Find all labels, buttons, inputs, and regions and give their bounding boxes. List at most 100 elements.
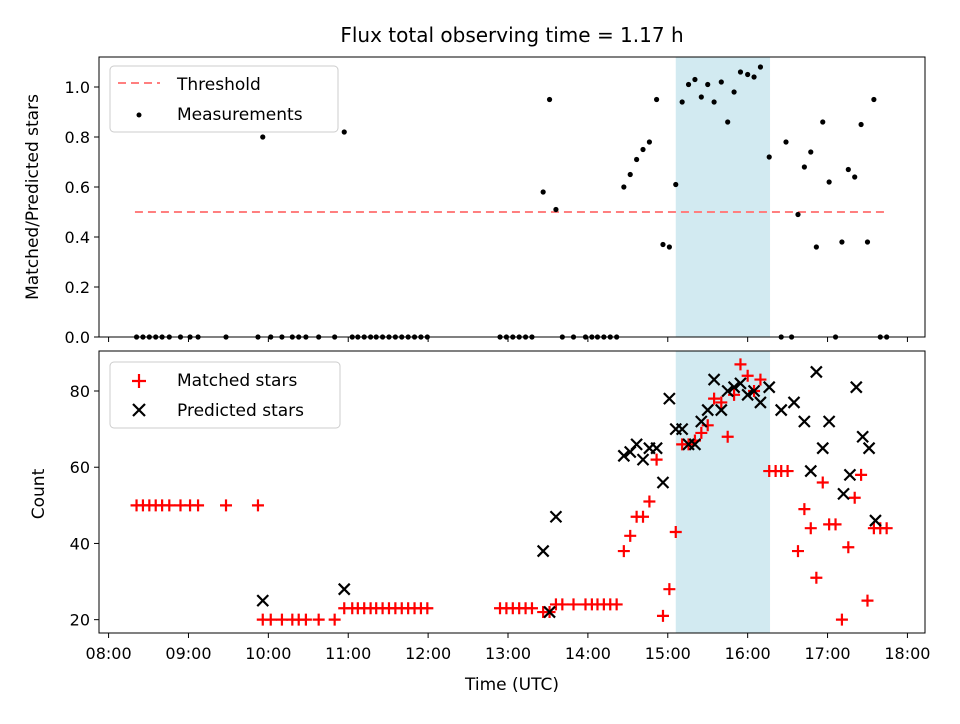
legend-predicted-swatch (132, 403, 146, 417)
matched-star-point (804, 522, 817, 535)
x-tick-label: 12:00 (405, 644, 451, 663)
observing-span-top (675, 57, 771, 337)
predicted-star-point (256, 594, 270, 607)
measurement-point (795, 211, 801, 218)
y-tick-label: 20 (70, 611, 90, 630)
predicted-star-point (816, 441, 830, 455)
measurement-point (813, 244, 819, 250)
matched-star-point (855, 468, 868, 481)
measurement-point (852, 174, 858, 180)
legend-matched-swatch (132, 374, 146, 388)
predicted-star-point (850, 380, 863, 394)
y-tick-label: 0.8 (65, 128, 90, 147)
measurement-point (673, 181, 679, 188)
measurement-point (718, 79, 724, 85)
measurement-point (725, 119, 731, 125)
predicted-star-point (695, 415, 708, 428)
matched-star-point (299, 613, 312, 626)
predicted-star-point (810, 365, 823, 379)
measurement-point (757, 64, 764, 70)
matched-star-point (163, 499, 176, 512)
matched-star-point (663, 583, 676, 596)
predicted-star-point (804, 464, 818, 478)
x-tick-label: 17:00 (804, 644, 850, 663)
top-y-ticks: 0.0 0.2 0.4 0.6 0.8 1.0 (65, 78, 99, 347)
matched-star-point (798, 503, 811, 516)
measurement-point (801, 164, 807, 170)
measurement-point (685, 81, 692, 88)
predicted-star-point (734, 377, 747, 390)
measurement-point (731, 89, 737, 95)
legend-threshold-label: Threshold (176, 75, 261, 95)
predicted-star-point (636, 453, 650, 466)
matched-star-point (734, 358, 747, 371)
legend-measurement-swatch (136, 112, 142, 118)
predicted-star-point (536, 544, 550, 558)
bottom-y-axis-label: Count (29, 468, 49, 519)
predicted-star-point (701, 403, 714, 417)
x-axis-label: Time (UTC) (464, 675, 559, 695)
x-tick-label: 13:00 (485, 644, 531, 663)
measurement-point (751, 74, 757, 80)
legend-measurement-label: Measurements (177, 105, 303, 125)
measurement-point (660, 241, 666, 248)
y-tick-label: 0.6 (65, 178, 90, 197)
matched-star-point (650, 453, 663, 466)
measurement-point (540, 189, 546, 195)
matched-star-point (421, 602, 434, 615)
matched-star-point (264, 613, 277, 626)
legend-matched-label: Matched stars (177, 371, 297, 391)
x-tick-label: 10:00 (245, 644, 291, 663)
matched-star-point (251, 499, 264, 512)
x-tick-label: 15:00 (645, 644, 691, 663)
y-tick-label: 0.2 (65, 278, 90, 297)
predicted-star-point (856, 430, 869, 444)
top-legend: Threshold Measurements (109, 65, 339, 133)
matched-star-point (637, 510, 650, 523)
x-tick-label: 08:00 (86, 644, 132, 663)
measurement-point (711, 99, 717, 105)
matched-star-point (556, 598, 569, 611)
measurement-point (640, 146, 646, 153)
matched-star-point (715, 396, 728, 409)
measurement-point (745, 71, 751, 78)
measurement-point (666, 244, 672, 250)
predicted-stars-series (256, 365, 882, 619)
measurement-point (653, 96, 660, 103)
top-axes-frame (98, 56, 926, 338)
bottom-x-ticks: 08:00 09:00 10:00 11:00 12:00 13:00 14:00 15:00… (86, 633, 930, 663)
matched-star-point (835, 613, 848, 626)
matched-star-point (624, 529, 637, 542)
x-tick-label: 09:00 (165, 644, 211, 663)
predicted-star-point (843, 468, 857, 482)
matched-star-point (328, 613, 341, 626)
bottom-y-ticks: 20 40 60 80 (70, 382, 99, 630)
x-tick-label: 14:00 (565, 644, 611, 663)
matched-star-point (741, 369, 754, 382)
matched-star-point (721, 430, 734, 443)
predicted-star-point (650, 441, 663, 455)
bottom-legend: Matched stars Predicted stars (109, 361, 341, 429)
measurement-point (692, 76, 698, 83)
matched-star-point (842, 541, 855, 554)
matched-star-point (669, 526, 682, 539)
y-tick-label: 1.0 (65, 78, 90, 97)
measurement-point (808, 149, 814, 155)
count-panel: 20 40 60 80 08:00 09:00 10:00 11:00 12:00 13:00 1… (29, 350, 930, 695)
y-tick-label: 60 (70, 458, 90, 477)
predicted-star-point (762, 380, 776, 394)
measurement-point (260, 134, 266, 140)
measurement-point (646, 139, 653, 145)
matched-star-point (816, 476, 829, 489)
measurement-point (546, 96, 553, 103)
predicted-star-point (675, 422, 689, 436)
x-tick-label: 11:00 (325, 644, 371, 663)
predicted-star-point (721, 384, 734, 398)
measurement-point (621, 184, 627, 190)
chart-title: Flux total observing time = 1.17 h (340, 23, 683, 47)
measurement-point (871, 96, 877, 103)
predicted-star-point (787, 396, 801, 409)
matched-star-point (567, 598, 580, 611)
measurement-point (839, 239, 845, 245)
